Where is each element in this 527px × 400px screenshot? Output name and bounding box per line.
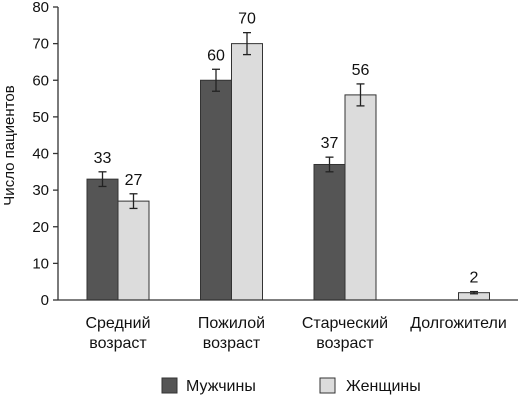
bar-women-1: [231, 43, 263, 301]
legend: Мужчины Женщины: [161, 377, 421, 395]
legend-item: Женщины: [319, 377, 421, 395]
data-label: 37: [321, 135, 339, 152]
category-label: Старческий возраст: [302, 315, 388, 352]
category-label: Долгожители: [410, 315, 507, 332]
data-label: 33: [94, 150, 112, 167]
y-tick-label: 80: [32, 0, 49, 16]
data-label: 2: [470, 270, 479, 287]
y-tick-label: 60: [32, 72, 49, 89]
y-tick-label: 10: [32, 255, 49, 272]
error-bar: [325, 156, 334, 173]
data-labels: 33 27 60 70 37 56 2: [94, 11, 479, 287]
y-axis-label: Число пациентов: [1, 85, 18, 205]
y-tick-label: 20: [32, 219, 49, 236]
legend-label: Мужчины: [186, 378, 256, 395]
y-axis: 0 10 20 30 40 50 60 70 80: [32, 0, 59, 309]
category-labels: Средний возраст Пожилой возраст Старческий во…: [85, 315, 506, 352]
data-label: 60: [207, 47, 225, 64]
data-label: 27: [125, 172, 143, 189]
error-bar: [98, 171, 107, 188]
y-tick-label: 40: [32, 146, 49, 163]
legend-label: Женщины: [346, 378, 421, 395]
legend-item: Мужчины: [161, 377, 256, 395]
data-label: 56: [352, 62, 370, 79]
error-bars: [98, 31, 478, 295]
bar-men-1: [200, 79, 232, 301]
y-tick-label: 70: [32, 36, 49, 53]
bar-men-0: [86, 178, 119, 301]
error-bar: [129, 193, 138, 210]
category-label: Пожилой возраст: [198, 315, 265, 352]
category-label: Средний возраст: [85, 315, 150, 352]
bar-women-2: [344, 94, 377, 301]
y-tick-label: 0: [41, 292, 49, 309]
bar-women-0: [117, 200, 150, 301]
y-tick-label: 50: [32, 109, 49, 126]
error-bar: [470, 290, 478, 295]
bar-men-2: [313, 163, 346, 301]
error-bar: [212, 68, 220, 92]
bars: [86, 43, 490, 301]
data-label: 70: [238, 11, 256, 28]
legend-swatch: [161, 377, 178, 394]
error-bar: [243, 31, 251, 56]
y-tick-label: 30: [32, 182, 49, 199]
error-bar: [356, 83, 365, 107]
legend-swatch: [319, 377, 336, 394]
